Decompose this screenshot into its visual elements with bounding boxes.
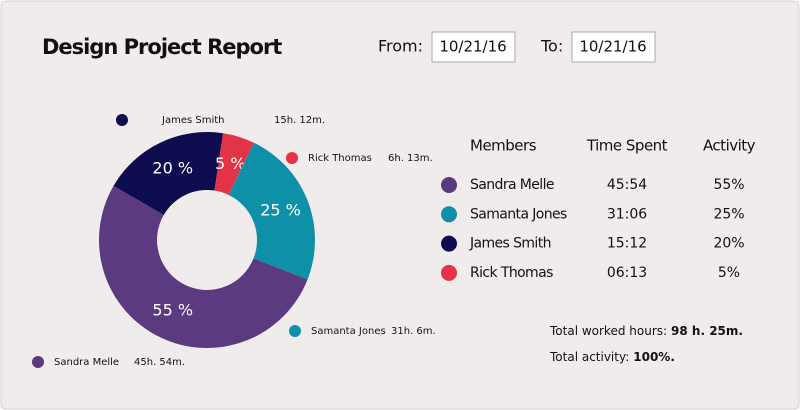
legend-dot — [286, 152, 298, 164]
total-value: 98 h. 25m. — [671, 324, 743, 338]
segment-label: 5 % — [215, 154, 245, 173]
total-label: Total worked hours: — [549, 324, 667, 338]
total-line: Total worked hours: 98 h. 25m. — [549, 324, 743, 338]
legend-name: Rick Thomas — [308, 153, 372, 164]
legend-dot — [32, 356, 44, 368]
segment-label: 25 % — [260, 201, 301, 220]
donut-segment — [113, 132, 224, 215]
to-label: To: — [540, 37, 563, 56]
table-cell: 25% — [713, 206, 744, 222]
row-dot — [441, 264, 457, 281]
column-header: Members — [470, 137, 537, 155]
table-cell: 5% — [718, 265, 740, 281]
legend-dot — [289, 325, 301, 337]
legend-time: 6h. 13m. — [388, 153, 433, 164]
to-input[interactable] — [571, 31, 656, 63]
segment-label: 20 % — [152, 158, 193, 177]
donut-segment — [228, 142, 315, 280]
row-dot — [441, 177, 457, 193]
from-label: From: — [378, 37, 423, 56]
from-input[interactable] — [431, 31, 516, 63]
table-cell: 45:54 — [607, 177, 647, 193]
row-dot — [441, 206, 457, 223]
table-cell: 20% — [713, 236, 744, 252]
table-cell: Rick Thomas — [470, 265, 553, 281]
table-cell: 06:13 — [607, 265, 647, 281]
table-cell: Sandra Melle — [470, 177, 554, 193]
segment-label: 55 % — [152, 301, 193, 320]
column-header: Time Spent — [586, 137, 668, 155]
donut-segment — [214, 133, 254, 195]
legend-name: James Smith — [161, 115, 225, 126]
title: Design Project Report — [42, 35, 282, 59]
legend-time: 15h. 12m. — [274, 115, 325, 126]
table-cell: 31:06 — [607, 206, 647, 222]
total-label: Total activity: — [549, 350, 629, 364]
legend-time: 31h. 6m. — [391, 326, 436, 337]
from-date[interactable]: 10/21/16 — [439, 38, 506, 56]
table-cell: 15:12 — [607, 236, 647, 252]
to-date[interactable]: 10/21/16 — [579, 38, 646, 56]
donut-segment — [98, 186, 308, 349]
legend-name: Sandra Melle — [54, 357, 119, 368]
table-cell: 55% — [713, 177, 744, 193]
column-header: Activity — [703, 137, 756, 155]
legend-name: Samanta Jones — [311, 326, 386, 337]
row-dot — [441, 235, 457, 252]
total-value: 100%. — [633, 350, 675, 364]
table-cell: Samanta Jones — [470, 206, 567, 222]
legend-dot — [116, 114, 128, 126]
legend-time: 45h. 54m. — [134, 357, 185, 368]
total-line: Total activity: 100%. — [549, 350, 675, 364]
table-cell: James Smith — [469, 236, 551, 252]
